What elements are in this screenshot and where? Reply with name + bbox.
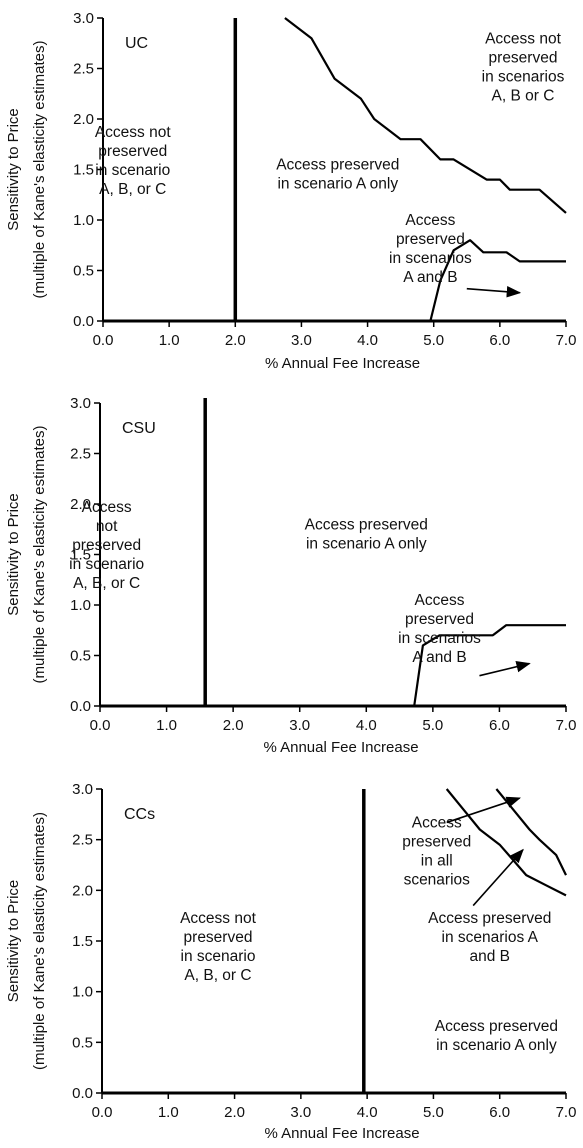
y-tick-label: 1.0 <box>73 212 94 229</box>
region-label: Access preserved in scenario A only <box>276 157 399 193</box>
x-tick-label: 3.0 <box>289 717 310 734</box>
chart-panel-ccs: 0.0 1.0 2.0 3.0 4.0 5.0 6.0 7.0 0.0 0.5 1.0 1.5 2.0 2… <box>5 781 576 1142</box>
x-tick-label: 7.0 <box>556 1104 577 1121</box>
x-tick-label: 6.0 <box>489 332 510 349</box>
x-tick-label: 2.0 <box>225 332 246 349</box>
y-tick-label: 3.0 <box>72 781 93 798</box>
annotation-arrow <box>479 661 531 677</box>
panel-label: UC <box>125 35 148 52</box>
y-tick-label: 1.0 <box>70 597 91 614</box>
x-tick-label: 6.0 <box>489 1104 510 1121</box>
y-tick-label: 1.5 <box>70 547 91 564</box>
x-tick-label: 5.0 <box>423 332 444 349</box>
x-tick-label: 0.0 <box>92 1104 113 1121</box>
region-label: Access preserved in all scenarios <box>402 815 471 889</box>
boundary-curve <box>429 239 566 322</box>
y-tick-label: 0.5 <box>70 648 91 665</box>
x-tick-label: 7.0 <box>556 717 577 734</box>
y-tick-label: 2.5 <box>70 446 91 463</box>
y-axis-title: Sensitivity to Price <box>5 493 22 616</box>
x-tick-label: 7.0 <box>556 332 577 349</box>
boundary-curve <box>284 17 567 214</box>
x-tick-label: 0.0 <box>93 332 114 349</box>
x-tick-label: 6.0 <box>489 717 510 734</box>
region-label: Access preserved in scenarios A and B <box>398 592 481 666</box>
region-label: Access not preserved in scenarios A, B or C <box>482 30 565 104</box>
y-axis-subtitle: (multiple of Kane's elasticity estimates… <box>31 426 48 684</box>
x-tick-label: 0.0 <box>90 717 111 734</box>
x-tick-label: 3.0 <box>291 332 312 349</box>
y-axis-title: Sensitivity to Price <box>5 880 22 1003</box>
x-axis-title: % Annual Fee Increase <box>265 355 420 372</box>
y-tick-label: 1.0 <box>72 984 93 1001</box>
x-tick-label: 5.0 <box>423 1104 444 1121</box>
y-axis-title: Sensitivity to Price <box>5 108 22 231</box>
y-tick-label: 2.0 <box>70 496 91 513</box>
y-tick-label: 2.0 <box>72 882 93 899</box>
boundary-curve <box>413 624 566 707</box>
x-tick-label: 2.0 <box>224 1104 245 1121</box>
x-axis-title: % Annual Fee Increase <box>263 739 418 756</box>
region-label: Access not preserved in scenario A, B, or C <box>95 124 172 198</box>
y-tick-label: 2.5 <box>72 832 93 849</box>
annotation-arrow <box>446 796 521 824</box>
panel-label: CCs <box>124 806 155 823</box>
region-label: Access preserved in scenario A only <box>435 1018 558 1054</box>
y-tick-label: 0.0 <box>72 1085 93 1102</box>
y-tick-label: 0.5 <box>73 263 94 280</box>
chart-panel-uc: 0.0 1.0 2.0 3.0 4.0 5.0 6.0 7.0 0.0 0.5 1.0 1.5 2.0 2… <box>5 10 576 372</box>
region-label: Access preserved in scenarios A and B <box>389 212 472 286</box>
x-axis-title: % Annual Fee Increase <box>264 1125 419 1142</box>
x-tick-label: 3.0 <box>290 1104 311 1121</box>
y-tick-label: 1.5 <box>72 933 93 950</box>
y-tick-label: 3.0 <box>70 395 91 412</box>
x-tick-label: 4.0 <box>357 1104 378 1121</box>
y-axis-subtitle: (multiple of Kane's elasticity estimates… <box>31 812 48 1070</box>
region-label: Access not preserved in scenario A, B, or C <box>69 499 144 592</box>
y-tick-label: 0.0 <box>70 698 91 715</box>
y-tick-label: 1.5 <box>73 162 94 179</box>
x-tick-label: 2.0 <box>223 717 244 734</box>
chart-panel-csu: 0.0 1.0 2.0 3.0 4.0 5.0 6.0 7.0 0.0 0.5 1.0 1.5 2.0 2… <box>5 395 576 756</box>
y-tick-label: 0.5 <box>72 1034 93 1051</box>
y-tick-label: 2.0 <box>73 111 94 128</box>
region-label: Access not preserved in scenario A, B, or C <box>180 910 257 984</box>
y-tick-label: 3.0 <box>73 10 94 27</box>
y-tick-label: 0.0 <box>73 313 94 330</box>
x-tick-label: 5.0 <box>422 717 443 734</box>
x-tick-label: 1.0 <box>159 332 180 349</box>
region-label: Access preserved in scenario A only <box>305 516 428 552</box>
panel-label: CSU <box>122 420 156 437</box>
annotation-arrow <box>472 848 524 907</box>
y-axis-subtitle: (multiple of Kane's elasticity estimates… <box>31 41 48 299</box>
x-tick-label: 4.0 <box>356 717 377 734</box>
x-tick-label: 4.0 <box>357 332 378 349</box>
annotation-arrow <box>466 285 522 298</box>
x-tick-label: 1.0 <box>158 1104 179 1121</box>
boundary-curve <box>445 788 567 897</box>
x-tick-label: 1.0 <box>156 717 177 734</box>
y-tick-label: 2.5 <box>73 61 94 78</box>
